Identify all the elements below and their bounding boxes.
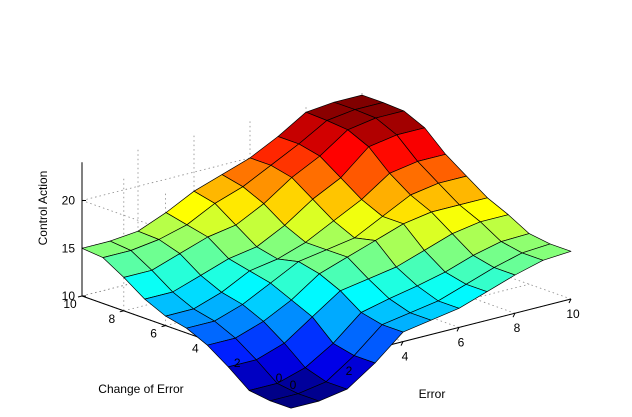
back-wall-grid-line [81,129,363,201]
x-tick [456,327,460,332]
y-tick-label: 6 [150,327,157,341]
x-tick-label: 0 [290,378,297,392]
x-axis-label: Error [419,387,446,401]
x-tick [512,312,516,318]
x-tick-label: 4 [402,350,409,364]
x-tick [568,298,572,304]
y-tick-label: 0 [276,371,283,385]
z-axis-label: Control Action [36,171,50,246]
surface-mesh [81,94,572,409]
y-tick [77,295,83,298]
x-tick-label: 2 [346,364,353,378]
y-axis-label: Change of Error [98,382,183,396]
z-tick-label: 15 [62,241,76,255]
x-tick-label: 6 [458,335,465,349]
x-tick [400,341,404,346]
surface-patch [269,393,320,409]
x-tick-label: 10 [566,307,580,321]
y-tick-label: 4 [192,341,199,355]
z-tick-label: 10 [62,289,76,303]
x-tick-label: 8 [514,321,521,335]
z-tick-label: 20 [62,194,76,208]
y-tick [161,325,166,328]
y-tick-label: 8 [108,312,115,326]
y-tick-label: 2 [234,356,241,370]
y-tick-label: 10 [63,297,77,311]
y-tick [119,310,124,313]
